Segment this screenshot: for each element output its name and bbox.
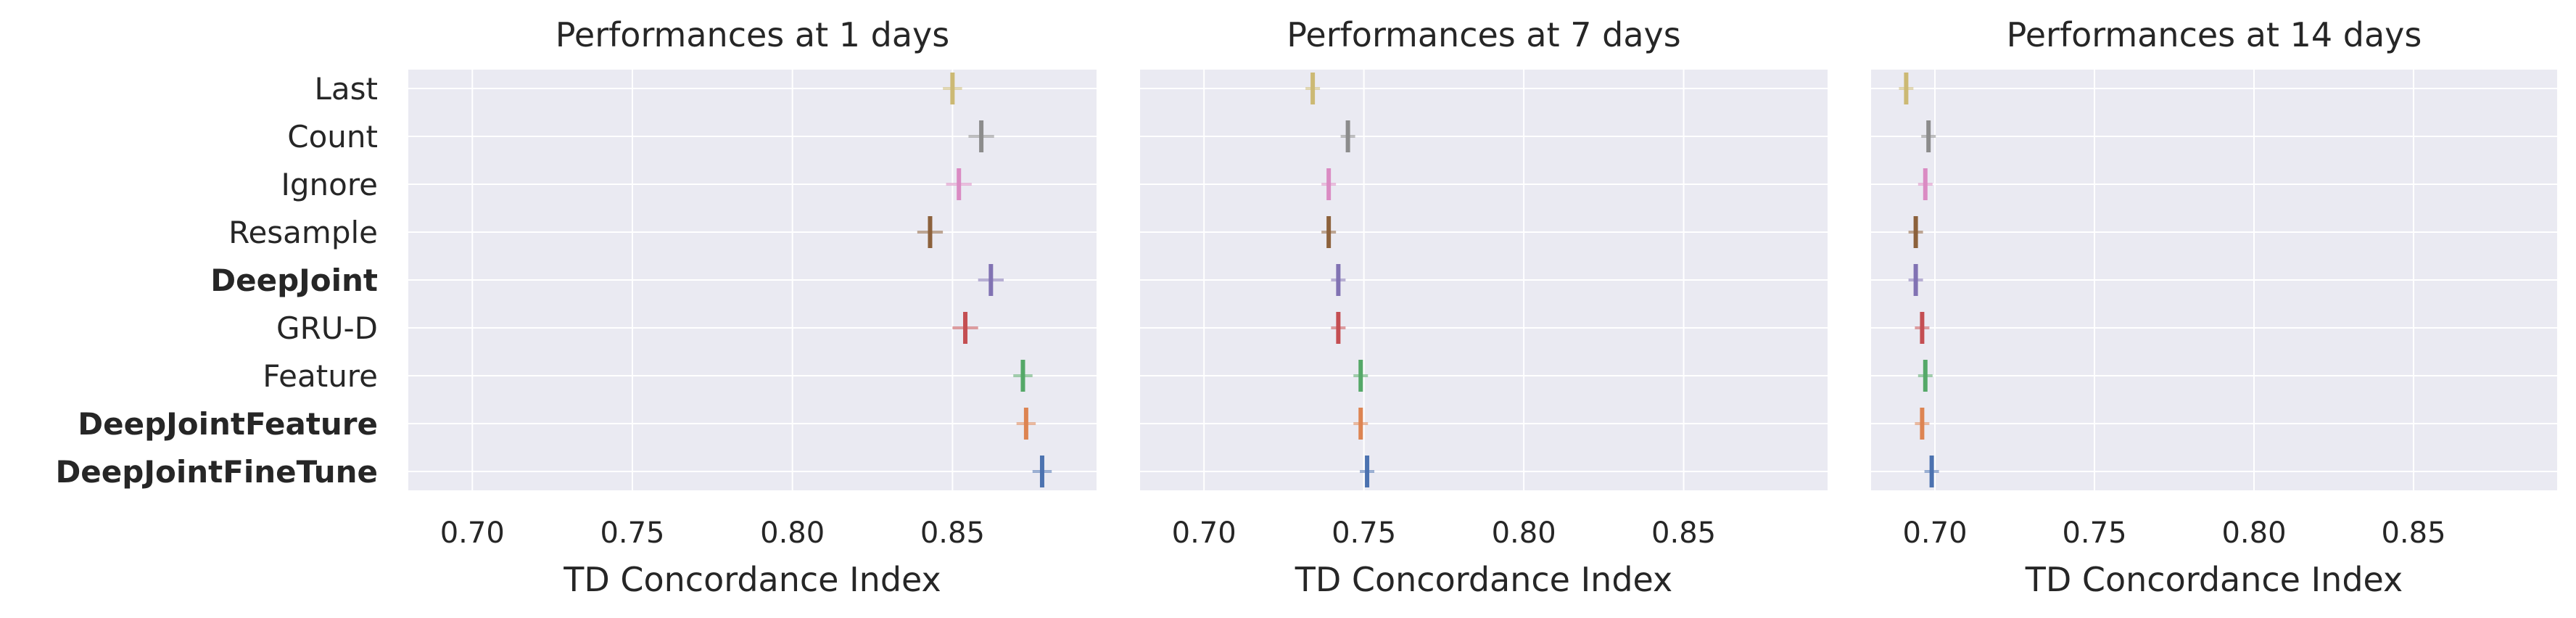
y-tick-label: Count: [287, 119, 378, 154]
x-tick-label: 0.85: [1651, 516, 1716, 550]
x-axis-label: TD Concordance Index: [1295, 560, 1673, 599]
marker-gru-d: [952, 312, 978, 344]
marker-feature: [1917, 360, 1933, 392]
marker-count: [1921, 120, 1936, 152]
marker-last: [1899, 73, 1914, 104]
marker-deepjoint: [978, 264, 1004, 296]
panel-title: Performances at 14 days: [2007, 15, 2422, 54]
marker-last: [943, 73, 962, 104]
marker-resample: [1908, 216, 1923, 248]
y-tick-label: Feature: [263, 358, 378, 394]
marker-resample: [917, 216, 944, 248]
x-tick-label: 0.80: [2221, 516, 2286, 550]
marker-count: [1340, 120, 1355, 152]
y-tick-label: DeepJoint: [210, 263, 378, 298]
marker-ignore: [1321, 168, 1337, 200]
panel-title: Performances at 7 days: [1287, 15, 1680, 54]
y-tick-label: GRU-D: [276, 310, 378, 346]
marker-ignore: [1917, 168, 1933, 200]
marker-count: [968, 120, 994, 152]
marker-resample: [1321, 216, 1337, 248]
marker-deepjointfeature: [1016, 408, 1036, 440]
panel-1: 0.70 0.75 0.80 0.85 Performances at 1 days TD…: [55, 15, 1097, 599]
y-tick-label: Ignore: [281, 167, 378, 202]
x-tick-label: 0.80: [1492, 516, 1556, 550]
marker-last: [1305, 73, 1321, 104]
panel-2: 0.70 0.75 0.80 0.85 Performances at 7 days TD…: [1140, 15, 1828, 599]
y-tick-label: Last: [315, 71, 379, 107]
x-tick-label: 0.80: [760, 516, 825, 550]
y-tick-label: DeepJointFeature: [78, 406, 378, 442]
marker-deepjointfeature: [1353, 408, 1368, 440]
panel-3: 0.70 0.75 0.80 0.85 Performances at 14 days T…: [1871, 15, 2557, 599]
y-tick-label: DeepJointFineTune: [55, 454, 378, 490]
marker-deepjoint: [1908, 264, 1923, 296]
x-tick-label: 0.70: [440, 516, 505, 550]
x-tick-label: 0.75: [1332, 516, 1396, 550]
x-axis-label: TD Concordance Index: [2025, 560, 2403, 599]
marker-deepjoint: [1331, 264, 1346, 296]
marker-ignore: [946, 168, 972, 200]
marker-gru-d: [1915, 312, 1930, 344]
x-tick-label: 0.85: [920, 516, 985, 550]
x-tick-label: 0.75: [2062, 516, 2126, 550]
x-tick-label: 0.85: [2381, 516, 2445, 550]
marker-feature: [1353, 360, 1368, 392]
y-tick-label: Resample: [228, 215, 378, 250]
marker-deepjointfinetune: [1032, 456, 1052, 487]
marker-gru-d: [1331, 312, 1346, 344]
x-axis-label: TD Concordance Index: [563, 560, 941, 599]
marker-deepjointfinetune: [1360, 456, 1375, 487]
x-tick-label: 0.70: [1172, 516, 1237, 550]
x-tick-label: 0.70: [1902, 516, 1967, 550]
marker-deepjointfinetune: [1924, 456, 1939, 487]
marker-feature: [1013, 360, 1033, 392]
x-tick-label: 0.75: [600, 516, 664, 550]
marker-deepjointfeature: [1915, 408, 1930, 440]
panel-title: Performances at 1 days: [556, 15, 949, 54]
